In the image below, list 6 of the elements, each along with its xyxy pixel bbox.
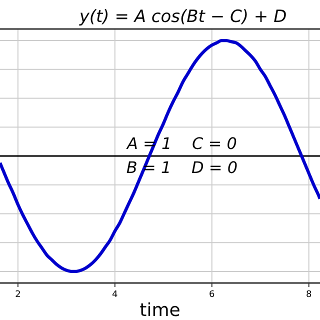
x-axis-title: time <box>140 300 180 320</box>
x-tick-label: 4 <box>112 290 118 300</box>
x-tick-label: 2 <box>15 290 21 300</box>
x-tick-label: 6 <box>209 290 216 300</box>
chart-title: y(t) = A cos(Bt − C) + D <box>78 7 287 27</box>
x-tick-label: 8 <box>306 290 312 300</box>
